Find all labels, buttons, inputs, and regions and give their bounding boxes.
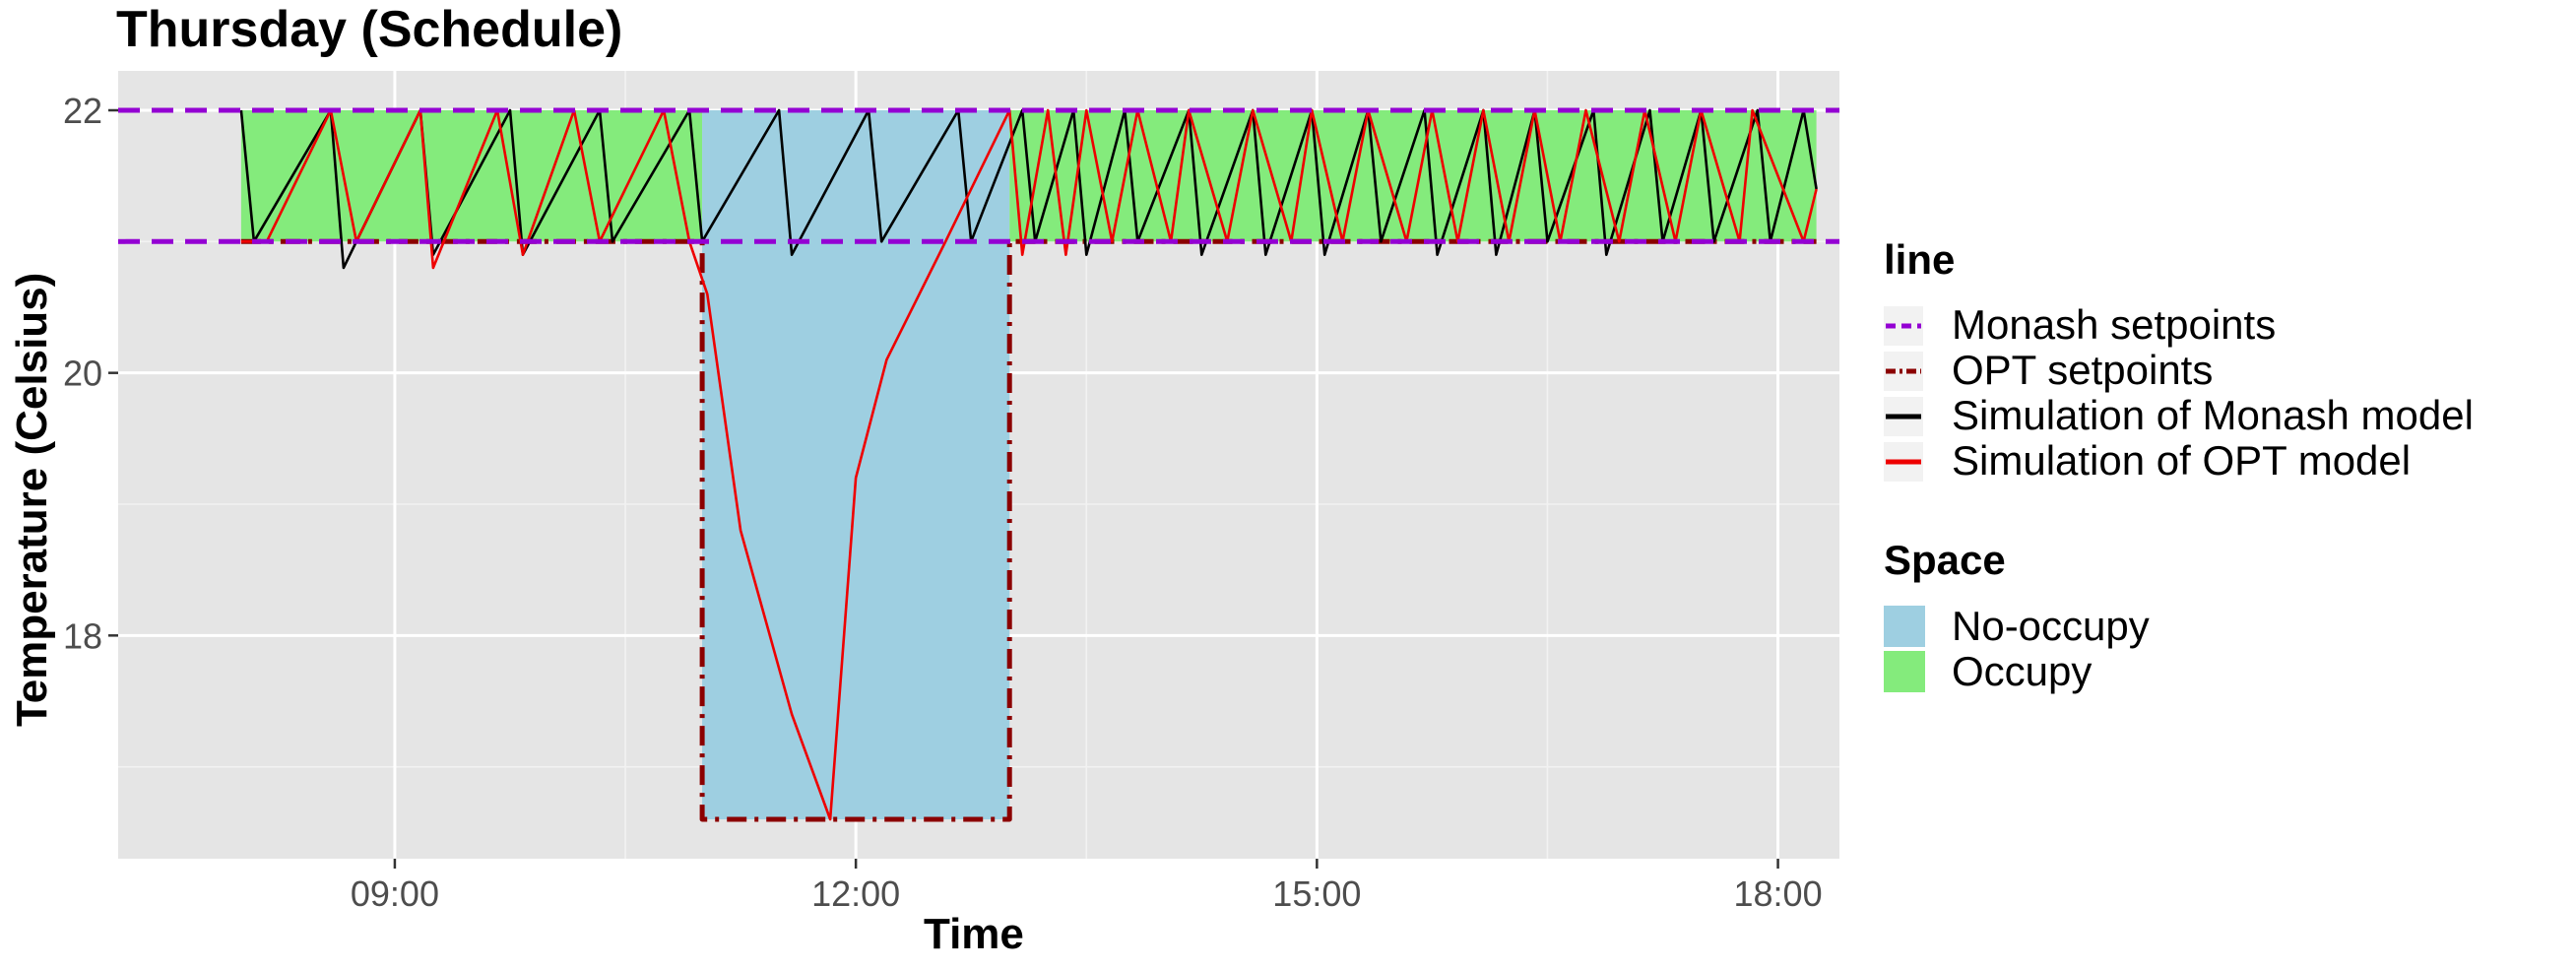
series-simulation-of-monash-model (239, 108, 1818, 270)
y-tick-label: 18 (63, 615, 102, 656)
legend-key-no-occupy (1884, 606, 1925, 647)
legend-label-no-occupy: No-occupy (1952, 603, 2150, 649)
y-tick-label: 20 (63, 354, 102, 394)
legend-key-monash-model (1884, 397, 1923, 436)
legend-key-occupy (1884, 651, 1925, 692)
legend-title-space: Space (1884, 537, 2006, 583)
chart-title: Thursday (Schedule) (116, 1, 623, 58)
x-tick-label: 18:00 (1734, 873, 1823, 914)
legend-label-monash-setpoints: Monash setpoints (1952, 301, 2277, 348)
legend-label-occupy: Occupy (1952, 648, 2093, 694)
y-axis-title: Temperature (Celsius) (8, 272, 56, 727)
legend-title-line: line (1884, 236, 1956, 283)
legend-label-opt-setpoints: OPT setpoints (1952, 347, 2214, 393)
x-axis-title: Time (924, 910, 1024, 958)
legend-key-opt-setpoints (1884, 352, 1923, 391)
x-tick-label: 12:00 (811, 873, 900, 914)
y-tick-label: 22 (63, 91, 102, 131)
legend-key-monash-setpoints (1884, 306, 1923, 346)
region-no-occupy (702, 110, 1010, 819)
legend-label-opt-model: Simulation of OPT model (1952, 437, 2412, 484)
legend-label-monash-model: Simulation of Monash model (1952, 392, 2474, 438)
x-tick-label: 09:00 (351, 873, 439, 914)
series-simulation-of-opt-model (240, 108, 1818, 821)
legend-key-opt-model (1884, 442, 1923, 482)
x-tick-label: 15:00 (1272, 873, 1361, 914)
